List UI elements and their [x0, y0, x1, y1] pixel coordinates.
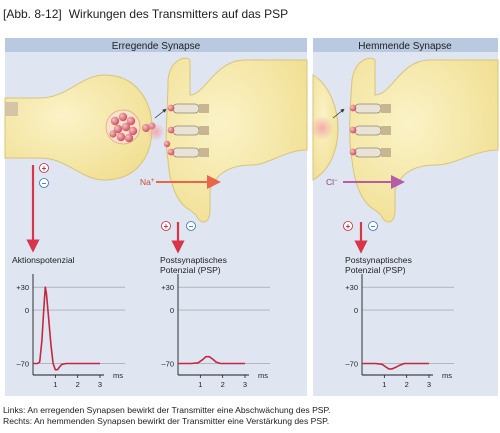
minus-charge-label: −: [371, 222, 376, 231]
minus-charge-icon: [368, 221, 378, 231]
y-tick-label: 0: [354, 306, 358, 315]
x-tick-label: 2: [405, 380, 409, 389]
synaptic-cleft-glow: [147, 123, 165, 141]
minus-charge-icon: [186, 221, 196, 231]
minus-charge-label: −: [42, 179, 47, 188]
x-tick-label: 3: [98, 380, 102, 389]
psp-graph-label-line1: Postsynaptisches: [160, 255, 227, 265]
transmitter-arrow-right: [332, 108, 345, 119]
y-tick-label: 0: [170, 306, 174, 315]
plus-charge-label: +: [346, 222, 351, 231]
synapse-figure: Erregende Synapse Hemmende Synapse Na+: [4, 38, 499, 396]
x-tick-label: 3: [243, 380, 247, 389]
y-tick-label: +30: [16, 283, 29, 292]
x-axis-unit: ms: [258, 371, 268, 380]
vesicle-cluster: [109, 112, 138, 143]
psp-graph-label-line2: Potenzial (PSP): [160, 265, 221, 275]
receptor-group-left: [163, 103, 209, 158]
figure-number: [Abb. 8-12]: [3, 7, 62, 21]
y-tick-label: –70: [16, 360, 29, 369]
psp-chart-inhibitory: +30 0 –70 1 2 3 ms: [345, 274, 454, 389]
plus-charge-label: +: [164, 222, 169, 231]
x-tick-label: 2: [76, 380, 80, 389]
ap-graph-label: Aktionspotenzial: [12, 255, 75, 265]
y-tick-label: –70: [161, 360, 174, 369]
action-potential-chart: +30 0 –70 1 2 3 ms: [16, 274, 125, 389]
right-panel-title: Hemmende Synapse: [358, 41, 452, 52]
y-tick-label: 0: [25, 306, 29, 315]
synaptic-cleft-glow-right: [310, 116, 334, 140]
figure-title-text: Wirkungen des Transmitters auf das PSP: [68, 7, 289, 21]
caption-line-2: Rechts: An hemmenden Synapsen bewirkt de…: [3, 416, 330, 426]
x-tick-label: 1: [53, 380, 57, 389]
transmitter-arrow: [154, 108, 167, 119]
minus-charge-label: −: [189, 222, 194, 231]
x-axis-unit: ms: [442, 371, 452, 380]
minus-charge-icon: [39, 178, 49, 188]
x-tick-label: 2: [221, 380, 225, 389]
y-tick-label: –70: [345, 360, 358, 369]
psp-graph-label-right-line2: Potenzial (PSP): [345, 265, 406, 275]
postsynaptic-membrane: [165, 57, 308, 223]
cl-ion-label: Cl−: [326, 177, 338, 187]
plus-charge-icon: [161, 221, 171, 231]
left-panel-title: Erregende Synapse: [112, 41, 201, 52]
left-panel-header: [5, 38, 307, 52]
plus-charge-icon: [39, 163, 49, 173]
plus-charge-icon: [343, 221, 353, 231]
series-line: [178, 355, 245, 365]
psp-chart-excitatory: +30 0 –70 1 2 3 ms: [161, 274, 270, 389]
psp-graph-label-right-line1: Postsynaptisches: [345, 255, 412, 265]
postsynaptic-membrane-right: [349, 57, 499, 223]
series-line: [362, 362, 429, 370]
series-line: [33, 286, 100, 371]
caption-line-1: Links: An erregenden Synapsen bewirkt de…: [3, 405, 331, 415]
x-tick-label: 1: [382, 380, 386, 389]
plus-charge-label: +: [42, 164, 47, 173]
y-tick-label: +30: [161, 283, 174, 292]
figure-title: [Abb. 8-12] Wirkungen des Transmitters au…: [3, 7, 288, 21]
right-panel-header: [313, 38, 498, 52]
receptor-group-right: [349, 103, 391, 158]
x-axis-unit: ms: [113, 371, 123, 380]
axon-stub: [5, 102, 18, 116]
na-ion-label: Na+: [140, 177, 155, 187]
y-tick-label: +30: [345, 283, 358, 292]
x-tick-label: 1: [198, 380, 202, 389]
x-tick-label: 3: [427, 380, 431, 389]
